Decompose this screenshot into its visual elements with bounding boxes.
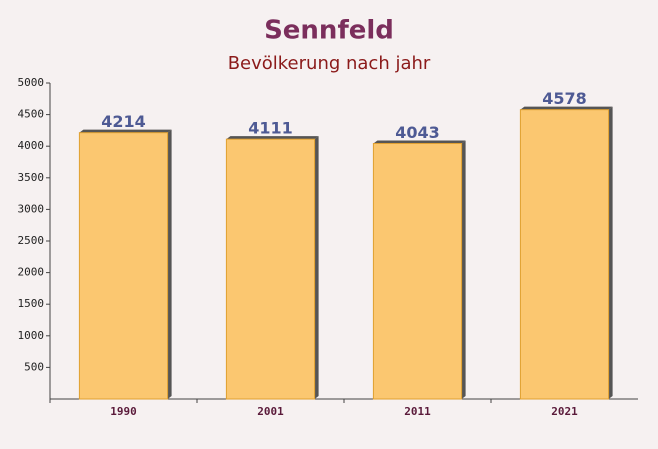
y-tick-label: 4500 (18, 108, 45, 121)
bar-shadow (79, 129, 172, 133)
bar (78, 132, 169, 400)
bar-shadow (373, 140, 466, 144)
y-tick-label: 2000 (18, 266, 45, 279)
y-tick-label: 1000 (18, 329, 45, 342)
x-tick-label: 2011 (404, 405, 431, 418)
chart-title: Sennfeld (264, 16, 394, 46)
x-tick-label: 2021 (551, 405, 578, 418)
bar (372, 142, 463, 400)
bar (225, 138, 316, 400)
y-tick-label: 500 (24, 360, 44, 373)
value-label: 4578 (542, 89, 587, 108)
bar-shadow (461, 140, 466, 399)
y-tick-label: 3000 (18, 202, 45, 215)
value-label: 4111 (248, 119, 293, 138)
y-tick-label: 2500 (18, 234, 45, 247)
x-tick-label: 1990 (110, 405, 137, 418)
bar-shadow (314, 136, 319, 399)
bar-shadow (226, 136, 319, 140)
bar-shadow (520, 106, 613, 110)
value-label: 4214 (101, 112, 146, 131)
y-tick-label: 4000 (18, 139, 45, 152)
y-tick-label: 5000 (18, 76, 45, 89)
bar-shadow (608, 106, 613, 399)
value-label: 4043 (395, 123, 440, 142)
chart-subtitle: Bevölkerung nach jahr (228, 53, 431, 74)
y-tick-label: 1500 (18, 297, 45, 310)
y-tick-label: 3500 (18, 171, 45, 184)
x-tick-label: 2001 (257, 405, 284, 418)
bar-shadow (167, 129, 172, 399)
bar (519, 109, 610, 400)
